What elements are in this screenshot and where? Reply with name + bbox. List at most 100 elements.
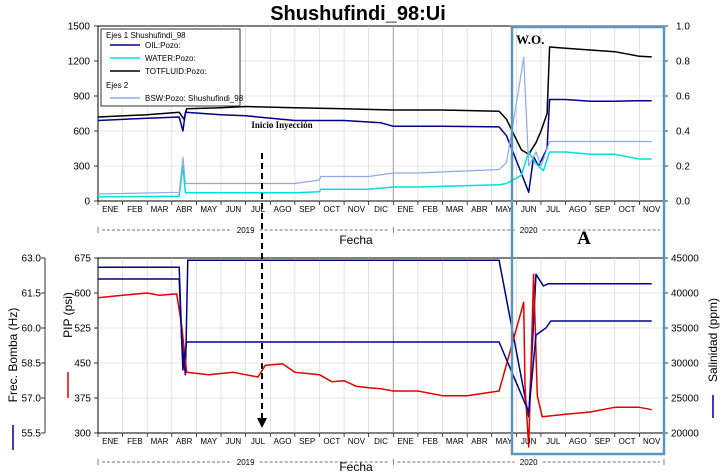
month-tick-label: MAY (496, 437, 513, 446)
legend-group1: Ejes 1 Shushufindi_98 (106, 31, 186, 40)
legend: Ejes 1 Shushufindi_98 OIL:Pozo: WATER:Po… (100, 28, 244, 107)
year-label: 2020 (520, 226, 538, 235)
top-month-labels: ENE FEB MAR ABR MAY JUN JUL AGO SEP OCT NOV DIC ENE F… (97, 201, 665, 214)
month-tick-label: MAY (496, 205, 513, 214)
month-tick-label: AGO (274, 437, 292, 446)
annotation-a: A (577, 228, 591, 249)
salinidad-label: Salinidad (ppm) (706, 298, 720, 382)
month-tick-label: ABR (471, 437, 488, 446)
month-tick-label: JUN (226, 437, 242, 446)
bottom-y-inner-axis: 300 375 450 525 600 675 (74, 254, 98, 440)
month-tick-label: FEB (127, 205, 143, 214)
month-tick-label: OCT (619, 205, 636, 214)
month-tick-label: MAY (200, 205, 217, 214)
frec-label: Frec. Bomba (Hz) (6, 308, 20, 403)
month-tick-label: AGO (569, 205, 587, 214)
axis-tick-label: 40000 (671, 289, 699, 300)
axis-tick-label: 55.5 (22, 429, 42, 440)
month-tick-label: NOV (643, 205, 661, 214)
axis-tick-label: 0.4 (676, 127, 690, 138)
axis-tick-label: 0.8 (676, 57, 690, 68)
month-tick-label: JUN (226, 205, 242, 214)
pip-label: PIP (psi) (61, 292, 75, 338)
series-line-oil (97, 98, 652, 194)
axis-tick-label: 375 (74, 394, 91, 405)
series-line-frec-bomba (98, 259, 652, 418)
month-tick-label: JUN (521, 437, 537, 446)
axis-tick-label: 525 (74, 324, 91, 335)
injection-arrow-head (257, 418, 267, 428)
legend-oil: OIL:Pozo: (145, 41, 181, 50)
axis-tick-label: 900 (73, 92, 90, 103)
axis-tick-label: 600 (74, 289, 91, 300)
month-tick-label: AGO (274, 205, 292, 214)
axis-tick-label: 1200 (68, 57, 91, 68)
top-y-right-axis: 0.0 0.2 0.4 0.6 0.8 1.0 (664, 22, 690, 208)
month-tick-label: DIC (374, 437, 388, 446)
month-tick-label: ENE (102, 205, 118, 214)
bottom-series (97, 259, 652, 448)
month-tick-label: JUL (251, 437, 266, 446)
month-tick-label: ENE (397, 205, 413, 214)
legend-water: WATER:Pozo: (145, 54, 196, 63)
axis-tick-label: 300 (73, 162, 90, 173)
month-tick-label: NOV (348, 205, 366, 214)
legend-box (100, 28, 241, 107)
month-tick-label: SEP (299, 437, 315, 446)
month-tick-label: ABR (176, 437, 193, 446)
salinidad-axis-label: Salinidad (ppm) (706, 298, 720, 418)
top-y-left-axis: 0 300 600 900 1200 1500 (68, 22, 98, 208)
axis-tick-label: 0 (84, 197, 90, 208)
month-tick-label: ENE (397, 437, 413, 446)
pip-axis-label: PIP (psi) (61, 292, 75, 398)
month-tick-label: SEP (594, 437, 610, 446)
month-tick-label: ABR (176, 205, 193, 214)
axis-tick-label: 61.5 (22, 289, 42, 300)
month-tick-label: OCT (619, 437, 636, 446)
month-tick-label: OCT (323, 205, 340, 214)
top-x-label: Fecha (339, 233, 373, 247)
axis-tick-label: 20000 (671, 429, 699, 440)
series-line-pip (97, 273, 652, 448)
month-tick-label: FEB (127, 437, 143, 446)
axis-tick-label: 0.6 (676, 92, 690, 103)
month-tick-label: JUL (251, 205, 266, 214)
axis-tick-label: 58.5 (22, 359, 42, 370)
top-series (97, 46, 652, 198)
wo-highlight-box (510, 25, 666, 456)
legend-bsw: BSW:Pozo: Shushufindi_98 (145, 94, 244, 103)
bottom-x-label: Fecha (339, 460, 373, 474)
legend-totfluid: TOTFLUID:Pozo: (145, 67, 207, 76)
month-tick-label: FEB (422, 205, 438, 214)
bottom-y-right-axis: 20000 25000 30000 35000 40000 45000 (664, 254, 699, 440)
month-tick-label: ABR (471, 205, 488, 214)
month-tick-label: MAR (446, 205, 464, 214)
axis-tick-label: 57.0 (22, 394, 42, 405)
top-grid (98, 26, 664, 201)
series-line-salinidad (98, 278, 652, 413)
series-line-water (97, 151, 652, 198)
month-tick-label: NOV (348, 437, 366, 446)
axis-tick-label: 35000 (671, 324, 699, 335)
month-tick-label: SEP (299, 205, 315, 214)
axis-tick-label: 600 (73, 127, 90, 138)
axis-tick-label: 63.0 (22, 254, 42, 265)
axis-tick-label: 450 (74, 359, 91, 370)
year-label: 2020 (520, 458, 538, 467)
bottom-grid (98, 258, 664, 433)
frec-axis-label: Frec. Bomba (Hz) (6, 308, 20, 450)
month-tick-label: FEB (422, 437, 438, 446)
bottom-y-outer-axis: 55.5 57.0 58.5 60.0 61.5 63.0 (22, 254, 46, 440)
year-label: 2019 (237, 226, 255, 235)
axis-tick-label: 45000 (671, 254, 699, 265)
axis-tick-label: 1500 (68, 22, 91, 33)
month-tick-label: MAY (200, 437, 217, 446)
month-tick-label: JUL (546, 437, 561, 446)
axis-tick-label: 30000 (671, 359, 699, 370)
month-tick-label: MAR (446, 437, 464, 446)
month-tick-label: OCT (323, 437, 340, 446)
month-tick-label: JUN (521, 205, 537, 214)
month-tick-label: JUL (546, 205, 561, 214)
axis-tick-label: 0.2 (676, 162, 690, 173)
month-tick-label: MAR (151, 205, 169, 214)
